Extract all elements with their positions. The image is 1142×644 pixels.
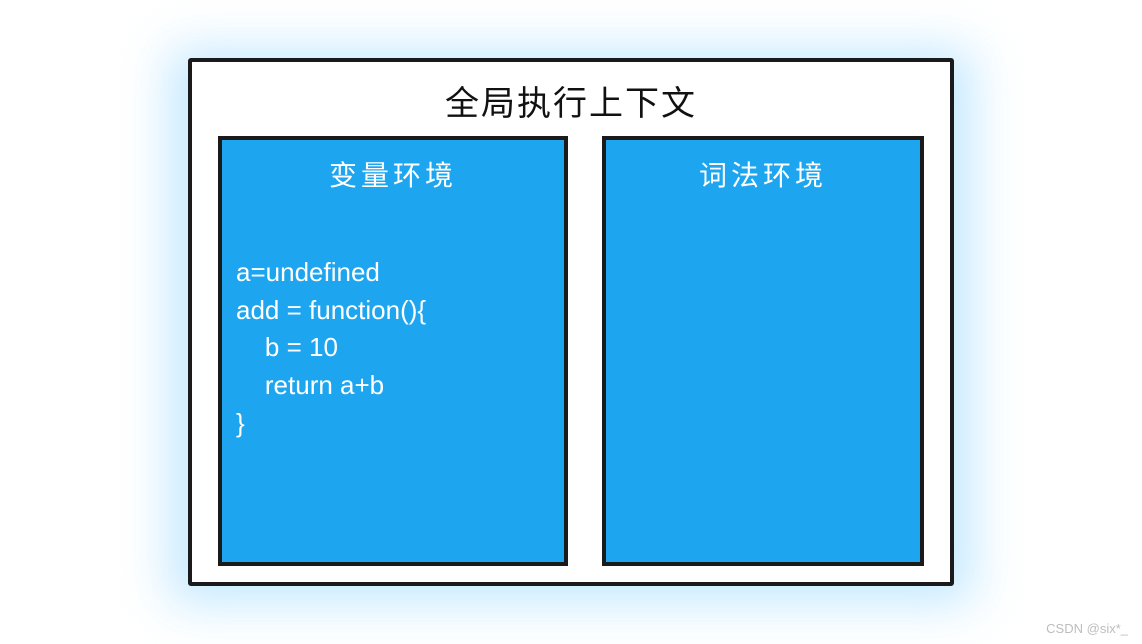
variable-environment-panel: 变量环境 a=undefined add = function(){ b = 1… [218,136,568,566]
variable-environment-title: 变量环境 [222,154,564,194]
global-context-title: 全局执行上下文 [192,76,950,125]
watermark-text: CSDN @six*_ [1046,621,1128,636]
lexical-environment-panel: 词法环境 [602,136,924,566]
variable-environment-code: a=undefined add = function(){ b = 10 ret… [222,254,564,442]
lexical-environment-title: 词法环境 [606,154,920,194]
global-context-box: 全局执行上下文 变量环境 a=undefined add = function(… [188,58,954,586]
